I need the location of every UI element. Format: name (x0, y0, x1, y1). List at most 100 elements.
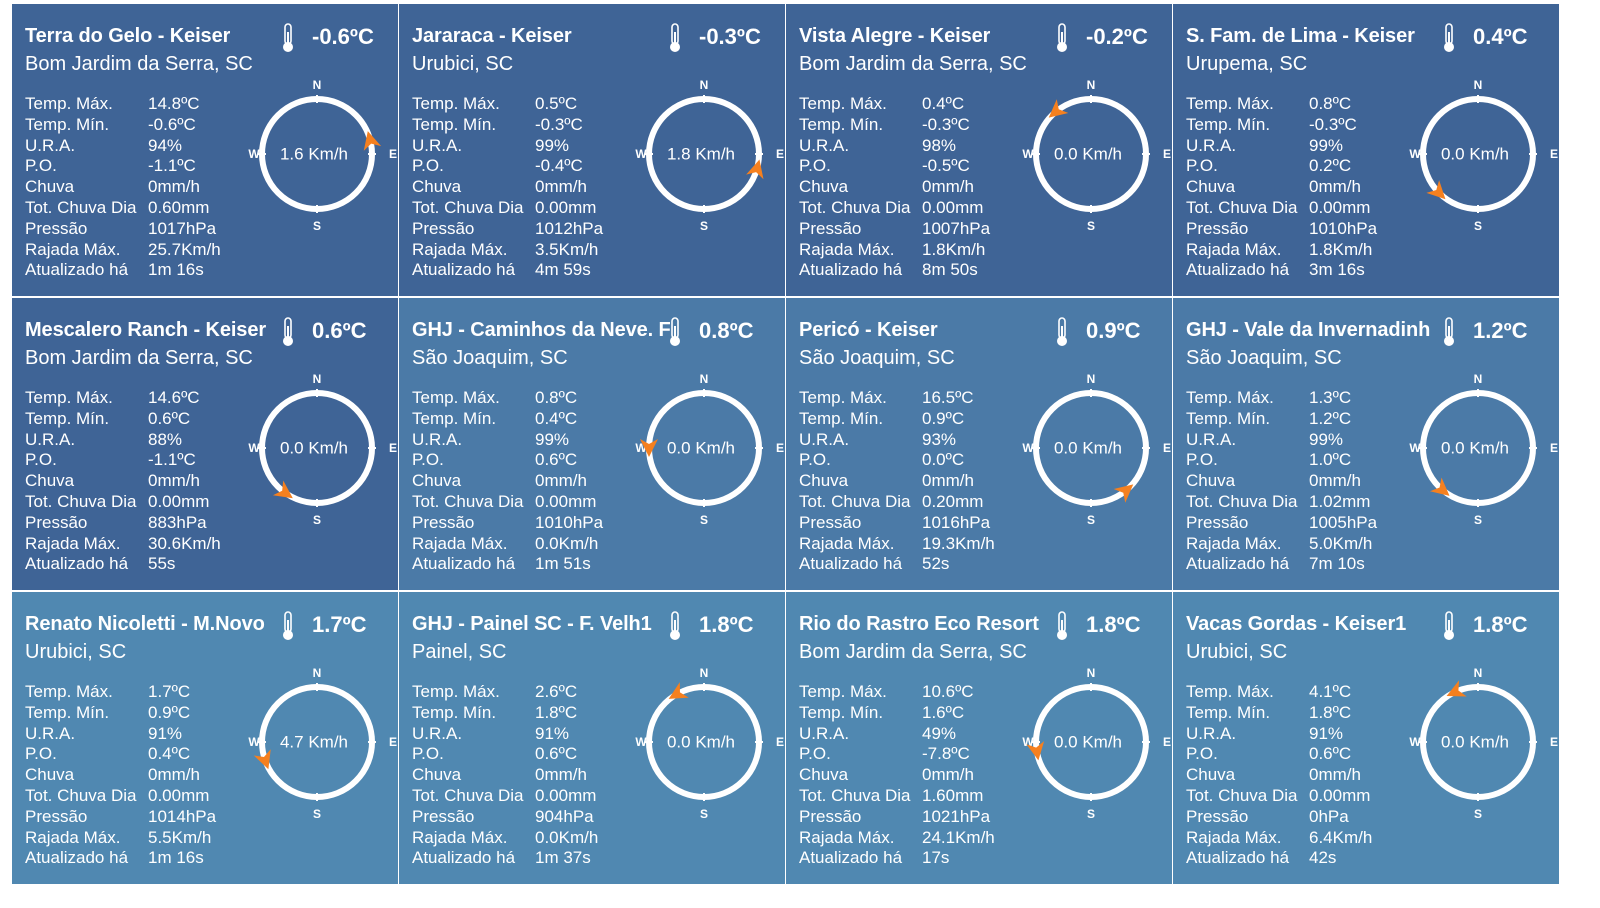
stat-label: Pressão (799, 512, 862, 532)
station-name[interactable]: Mescalero Ranch - Keiser (25, 319, 267, 341)
stat-value: 1m 37s (535, 848, 591, 868)
stat-label: P.O. (1186, 450, 1218, 470)
wind-compass: N S W E 0.0 Km/h (1022, 666, 1171, 821)
thermometer-icon (670, 23, 680, 52)
station-card[interactable]: GHJ - Vale da Invernadinh 1.2ºC São Joaqui… (1173, 298, 1559, 590)
stat-value: 0mm/h (922, 765, 974, 785)
station-card[interactable]: Vista Alegre - Keiser -0.2ºC Bom Jardim da… (786, 4, 1172, 296)
station-location: São Joaquim, SC (799, 347, 955, 369)
station-name[interactable]: Rio do Rastro Eco Resort (799, 613, 1039, 635)
station-temperature: -0.3ºC (699, 24, 761, 49)
stat-value: 99% (535, 429, 570, 449)
stat-label: Tot. Chuva Dia (412, 197, 524, 217)
wind-speed: 0.0 Km/h (1054, 439, 1122, 458)
stat-label: Tot. Chuva Dia (799, 785, 911, 805)
stat-label: U.R.A. (1186, 135, 1237, 155)
station-card[interactable]: Mescalero Ranch - Keiser 0.6ºC Bom Jardim … (12, 298, 398, 590)
station-temperature: 0.4ºC (1473, 24, 1528, 49)
stat-value: 91% (535, 723, 570, 743)
stat-value: 14.8ºC (148, 94, 200, 113)
thermometer-icon (1444, 23, 1454, 52)
stat-value: 4m 59s (535, 260, 591, 280)
station-card[interactable]: Rio do Rastro Eco Resort 1.8ºC Bom Jardim … (786, 592, 1172, 884)
station-name[interactable]: S. Fam. de Lima - Keiser (1186, 25, 1415, 47)
stat-value: 5.5Km/h (148, 827, 212, 847)
station-name[interactable]: Vacas Gordas - Keiser1 (1186, 613, 1407, 635)
stat-label: Temp. Máx. (25, 682, 113, 701)
station-card[interactable]: Pericó - Keiser 0.9ºC São Joaquim, SC Temp.… (786, 298, 1172, 590)
compass-south-label: S (700, 513, 708, 527)
stat-value: 99% (1309, 429, 1344, 449)
station-name[interactable]: GHJ - Painel SC - F. Velh1 (412, 613, 652, 635)
station-card[interactable]: Terra do Gelo - Keiser -0.6ºC Bom Jardim d… (12, 4, 398, 296)
stat-value: 14.6ºC (148, 388, 200, 407)
stat-label: P.O. (1186, 744, 1218, 764)
stat-value: -0.3ºC (535, 114, 583, 134)
stat-label: P.O. (25, 156, 57, 176)
station-name[interactable]: Jararaca - Keiser (412, 25, 572, 47)
compass-south-label: S (700, 219, 708, 233)
stat-label: Atualizado há (799, 848, 903, 868)
stat-label: Temp. Máx. (25, 388, 113, 407)
wind-speed: 0.0 Km/h (1054, 733, 1122, 752)
stat-label: Atualizado há (25, 554, 129, 574)
station-name[interactable]: GHJ - Vale da Invernadinh (1186, 319, 1431, 341)
stat-value: 0mm/h (922, 177, 974, 197)
stat-label: Temp. Mín. (799, 702, 884, 722)
stat-value: 0.5ºC (535, 94, 578, 113)
stat-value: 0.8ºC (535, 388, 578, 407)
station-name[interactable]: GHJ - Caminhos da Neve. F (412, 319, 671, 341)
thermometer-icon (1444, 611, 1454, 640)
station-location: Urubici, SC (25, 641, 127, 663)
compass-south-label: S (313, 807, 321, 821)
compass-north-label: N (700, 372, 709, 386)
station-name[interactable]: Vista Alegre - Keiser (799, 25, 991, 47)
compass-east-label: E (776, 147, 784, 161)
stat-label: U.R.A. (799, 429, 850, 449)
stat-label: Chuva (799, 177, 849, 197)
stat-value: 3.5Km/h (535, 239, 599, 259)
stat-label: Atualizado há (412, 848, 516, 868)
thermometer-icon (670, 317, 680, 346)
stat-value: 1.8Km/h (922, 239, 986, 259)
stat-label: Atualizado há (1186, 260, 1290, 280)
stat-label: P.O. (25, 744, 57, 764)
station-card[interactable]: Jararaca - Keiser -0.3ºC Urubici, SC Temp. … (399, 4, 785, 296)
wind-compass: N S W E 0.0 Km/h (1409, 666, 1558, 821)
stat-value: 99% (535, 135, 570, 155)
stat-value: 0.4ºC (148, 744, 191, 764)
station-temperature: -0.2ºC (1086, 24, 1148, 49)
stat-value: 0mm/h (535, 765, 587, 785)
compass-west-label: W (1409, 147, 1421, 161)
station-name[interactable]: Pericó - Keiser (799, 319, 938, 341)
stat-value: 91% (148, 723, 183, 743)
stat-label: Rajada Máx. (799, 827, 895, 847)
stat-value: 0.20mm (922, 491, 984, 511)
stat-value: -0.3ºC (922, 114, 970, 134)
stat-label: Temp. Mín. (1186, 702, 1271, 722)
stat-value: 91% (1309, 723, 1344, 743)
stat-value: 0.00mm (148, 491, 210, 511)
stat-label: Temp. Mín. (799, 114, 884, 134)
thermometer-icon (283, 611, 293, 640)
stat-label: Temp. Mín. (799, 408, 884, 428)
stat-label: Chuva (412, 177, 462, 197)
stat-value: 0.00mm (922, 197, 984, 217)
compass-north-label: N (1474, 372, 1483, 386)
stat-label: Temp. Mín. (412, 114, 497, 134)
station-card[interactable]: S. Fam. de Lima - Keiser 0.4ºC Urupema, SC… (1173, 4, 1559, 296)
compass-west-label: W (248, 147, 260, 161)
wind-direction-arrow-icon (668, 682, 689, 699)
station-name[interactable]: Renato Nicoletti - M.Novo (25, 613, 265, 635)
station-card[interactable]: Vacas Gordas - Keiser1 1.8ºC Urubici, SC Te… (1173, 592, 1559, 884)
stat-label: Chuva (799, 471, 849, 491)
stat-value: 1m 16s (148, 848, 204, 868)
station-card[interactable]: GHJ - Caminhos da Neve. F 0.8ºC São Joaqui… (399, 298, 785, 590)
station-name[interactable]: Terra do Gelo - Keiser (25, 25, 231, 47)
station-card[interactable]: GHJ - Painel SC - F. Velh1 1.8ºC Painel, S… (399, 592, 785, 884)
compass-south-label: S (1087, 513, 1095, 527)
station-location: Bom Jardim da Serra, SC (799, 641, 1027, 663)
stat-value: 1.60mm (922, 785, 984, 805)
station-card[interactable]: Renato Nicoletti - M.Novo 1.7ºC Urubici, S… (12, 592, 398, 884)
stat-label: Pressão (1186, 218, 1249, 238)
